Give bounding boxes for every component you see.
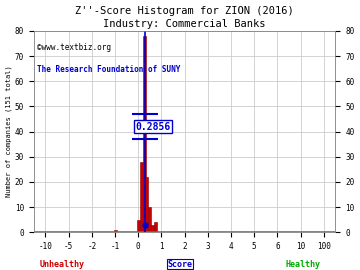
Text: 0.2856: 0.2856 [135, 122, 170, 131]
Bar [154, 222, 157, 232]
Y-axis label: Number of companies (151 total): Number of companies (151 total) [5, 66, 12, 197]
Text: Unhealthy: Unhealthy [40, 260, 85, 269]
Text: Healthy: Healthy [285, 260, 320, 269]
Bar [143, 36, 145, 232]
Bar [113, 230, 117, 232]
Bar [137, 220, 140, 232]
Bar [151, 225, 154, 232]
Text: ©www.textbiz.org: ©www.textbiz.org [37, 43, 111, 52]
Text: Score: Score [167, 260, 193, 269]
Title: Z''-Score Histogram for ZION (2016)
Industry: Commercial Banks: Z''-Score Histogram for ZION (2016) Indu… [75, 6, 294, 29]
Bar [145, 177, 148, 232]
Text: The Research Foundation of SUNY: The Research Foundation of SUNY [37, 65, 180, 74]
Bar [140, 162, 143, 232]
Bar [148, 207, 151, 232]
